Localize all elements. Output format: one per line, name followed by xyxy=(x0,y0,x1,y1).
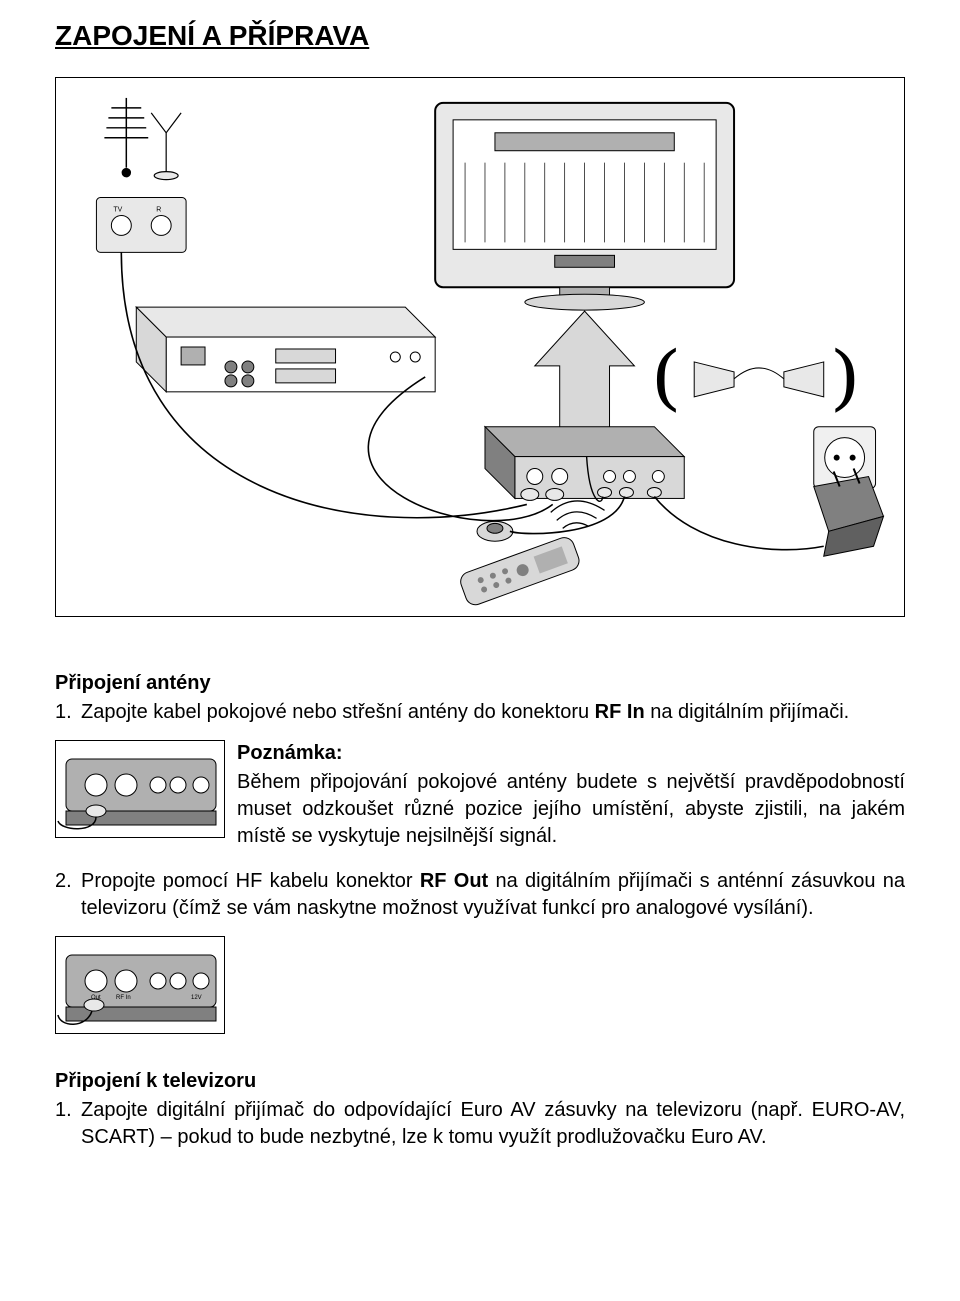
wall-antenna-socket-icon: TV R xyxy=(96,198,186,253)
ir-receiver-icon xyxy=(477,521,513,541)
svg-text:R: R xyxy=(156,207,161,214)
rf-out-label: RF Out xyxy=(420,870,488,892)
list-text: Propojte pomocí HF kabelu konektor RF Ou… xyxy=(81,868,905,922)
svg-text:Out: Out xyxy=(91,995,101,1001)
note-label: Poznámka: xyxy=(237,740,905,767)
list-number: 2. xyxy=(55,868,81,922)
page-title: ZAPOJENÍ A PŘÍPRAVA xyxy=(55,20,905,52)
section1-heading: Připojení antény xyxy=(55,672,905,695)
list-number: 1. xyxy=(55,1097,81,1151)
connection-diagram: TV R xyxy=(55,77,905,617)
text-b: na digitálním přijímači. xyxy=(645,701,850,723)
section1-step1: 1. Zapojte kabel pokojové nebo střešní a… xyxy=(55,699,905,726)
thumb-row-2: Out RF In 12V xyxy=(55,936,905,1040)
receiver-box-icon xyxy=(485,427,684,501)
rf-in-label: RF In xyxy=(595,701,645,723)
scart-connectors-icon: ( ) xyxy=(654,336,857,413)
receiver-rear-thumb-1 xyxy=(55,740,225,838)
text-a: Zapojte digitální přijímač do odpovídají… xyxy=(81,1099,905,1148)
receiver-rear-thumb-2: Out RF In 12V xyxy=(55,936,225,1034)
svg-text:): ) xyxy=(834,336,857,413)
text-a: Zapojte kabel pokojové nebo střešní anté… xyxy=(81,701,595,723)
section2-heading: Připojení k televizoru xyxy=(55,1070,905,1093)
svg-text:TV: TV xyxy=(113,207,122,214)
indoor-antenna-icon xyxy=(151,113,181,180)
list-text: Zapojte kabel pokojové nebo střešní anté… xyxy=(81,699,905,726)
section2-step1: 1. Zapojte digitální přijímač do odpovíd… xyxy=(55,1097,905,1151)
svg-text:12V: 12V xyxy=(191,995,202,1001)
roof-antenna-icon xyxy=(104,98,148,177)
section1-step2: 2. Propojte pomocí HF kabelu konektor RF… xyxy=(55,868,905,922)
cables xyxy=(121,252,823,549)
note-block-1: Poznámka: Během připojování pokojové ant… xyxy=(55,740,905,850)
text-a: Propojte pomocí HF kabelu konektor xyxy=(81,870,420,892)
remote-control-icon xyxy=(458,501,605,608)
list-number: 1. xyxy=(55,699,81,726)
svg-text:(: ( xyxy=(654,336,677,413)
tv-icon xyxy=(435,103,734,310)
list-text: Zapojte digitální přijímač do odpovídají… xyxy=(81,1097,905,1151)
note-body: Během připojování pokojové antény budete… xyxy=(237,771,905,847)
vcr-deck-icon xyxy=(136,307,435,392)
svg-text:RF In: RF In xyxy=(116,995,131,1001)
